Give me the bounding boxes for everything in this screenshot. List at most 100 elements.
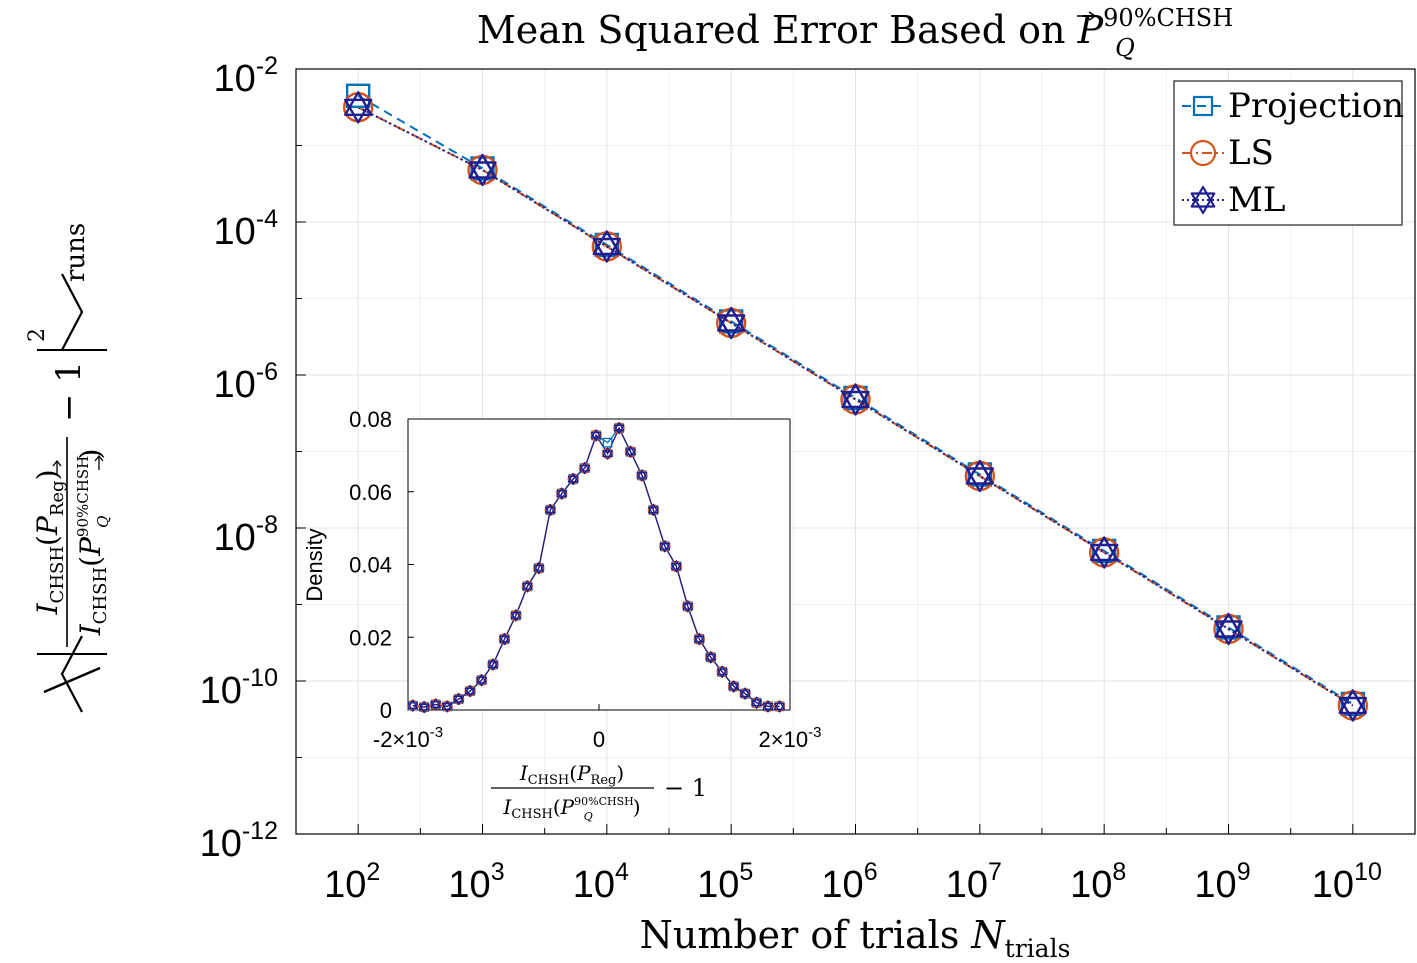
main-series (342, 83, 1369, 722)
inset-marker-ml (613, 421, 625, 435)
inset-marker-ml (705, 651, 717, 664)
legend-label-ls: LS (1228, 133, 1274, 173)
inset-marker-ml (625, 445, 636, 458)
x-axis-label: Number of trials Ntrials (640, 913, 1071, 963)
inset-ticks: -2×10-3 0 2×10-300.020.040.060.08 (349, 407, 821, 752)
x-tick-label: 107 (946, 858, 1002, 906)
x-tick-label: 108 (1070, 858, 1126, 906)
y-label-runs-subscript: runs (61, 223, 91, 282)
inset-marker-ml (464, 684, 476, 698)
inset-background (408, 419, 790, 710)
y-label-vector-arrows (52, 454, 104, 475)
y-label-numerator: ICHSH(PReg) (31, 469, 68, 615)
inset-marker-ml (751, 696, 762, 709)
x-tick-label: 109 (1194, 858, 1250, 906)
x-tick-label: 104 (573, 858, 629, 906)
inset-marker-ml (453, 692, 465, 706)
inset-marker-ml (602, 447, 614, 460)
inset-marker-ml (521, 580, 533, 593)
y-label-minus-one: − 1 (49, 361, 89, 422)
inset-axes-box (407, 418, 791, 711)
y-axis-label: ICHSH(PReg) ICHSH(P90%CHSH Q) − 1 2 runs (25, 223, 112, 713)
inset-marker-ml (441, 700, 453, 713)
marker-ml (717, 306, 746, 340)
inset-marker-projection (602, 437, 613, 448)
legend-marker-projection (1192, 95, 1214, 117)
inset-x-label-minus-one: − 1 (664, 774, 707, 802)
y-label-left-angle (43, 666, 101, 694)
inset-marker-ml (693, 632, 705, 646)
y-tick-label: 10-4 (213, 205, 278, 253)
inset-marker-ml (544, 503, 556, 517)
y-tick-label: 10-12 (200, 817, 278, 865)
x-tick-label: 105 (697, 858, 753, 906)
y-label-angle-right (61, 273, 84, 351)
marker-projection (345, 83, 371, 108)
inset-marker-ml (739, 687, 751, 700)
title-vector-arrow (1077, 11, 1097, 21)
inset-marker-ml (579, 461, 591, 475)
inset-y-tick-label: 0.06 (349, 480, 392, 505)
inset-x-label-numerator: ICHSH(PReg) (519, 761, 624, 788)
chart-title: Mean Squared Error Based on P90%CHSH Q (477, 4, 1233, 62)
inset-y-tick-label: 0.08 (349, 407, 392, 432)
inset-marker-ml (659, 540, 671, 553)
y-label-power: 2 (25, 328, 50, 342)
legend-marker-ls (1189, 139, 1217, 167)
inset-marker-ml (430, 698, 442, 711)
inset-marker-ml (728, 680, 740, 693)
inset-marker-ml (567, 472, 579, 486)
y-label-left-angle-shape (50, 652, 72, 680)
left-angle-bracket (40, 677, 104, 687)
marker-ml (841, 383, 870, 416)
inset-marker-ml (533, 561, 545, 575)
marker-projection (1216, 615, 1241, 640)
x-tick-label: 102 (324, 858, 380, 906)
inset-marker-ml (774, 700, 785, 713)
y-label-denominator: ICHSH(P90%CHSH Q) (74, 449, 112, 637)
x-tick-label: 106 (821, 858, 877, 906)
inset-x-label-denominator: ICHSH(P90%CHSH Q) (502, 795, 640, 823)
marker-ml (592, 230, 621, 263)
inset-marker-ml (590, 429, 602, 442)
marker-ml (468, 153, 497, 187)
marker-ml (1338, 689, 1368, 722)
marker-projection (470, 156, 495, 181)
legend: Projection LS ML (1173, 80, 1404, 226)
marker-ml (344, 91, 373, 124)
inset-x-tick-label: 2×10-3 (759, 724, 822, 752)
inset-marker-ml (648, 503, 659, 517)
legend-label-projection: Projection (1228, 86, 1404, 126)
inset-marker-ml (476, 674, 487, 687)
inset-marker-ml (716, 665, 728, 678)
inset-y-tick-label: 0.02 (349, 625, 392, 650)
inset-marker-ml (418, 700, 430, 714)
inset-y-tick-label: 0.04 (349, 553, 392, 578)
inset-marker-ml (636, 469, 648, 482)
inset-x-tick-label: 0 (593, 727, 605, 752)
marker-ml (965, 459, 994, 493)
inset-marker-ml (670, 560, 682, 573)
y-tick-label: 10-10 (200, 664, 278, 712)
x-tick-label: 1010 (1312, 858, 1382, 906)
y-label-angle-left (60, 635, 83, 713)
y-tick-label: 10-6 (213, 358, 278, 406)
inset-marker-ml (682, 600, 694, 613)
inset-marker-ml (556, 487, 568, 500)
y-tick-label: 10-8 (213, 511, 278, 559)
inset-marker-ml (499, 632, 510, 646)
inset-series (407, 421, 786, 714)
inset-marker-ml (510, 609, 522, 622)
inset-x-label: ICHSH(PReg) ICHSH(P90%CHSH Q) − 1 (491, 761, 707, 823)
inset-marker-ml (762, 700, 774, 713)
inset-x-tick-label: -2×10-3 (373, 724, 443, 752)
inset-y-tick-label: 0 (380, 698, 392, 723)
inset-y-label: Density (302, 528, 327, 601)
main-ticks: 102 103 104 105 106 107 108 109 1010 10-2 10-4 10-6… (200, 52, 1382, 906)
marker-projection (843, 385, 868, 411)
legend-marker-ml (1190, 185, 1216, 215)
marker-ml (1214, 612, 1243, 646)
series-line-ml (357, 106, 1354, 707)
x-tick-label: 103 (448, 858, 504, 906)
